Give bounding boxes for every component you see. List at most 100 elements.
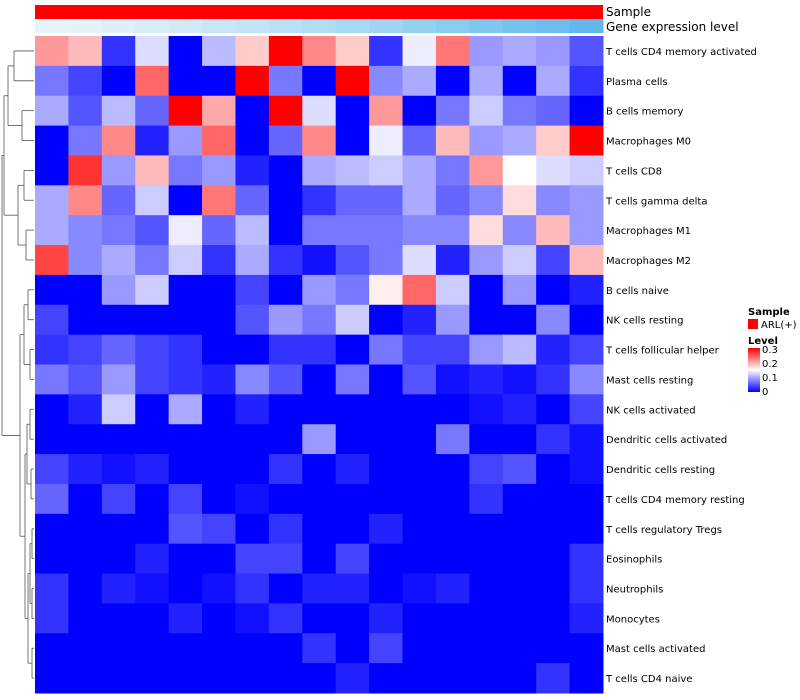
heatmap-cell xyxy=(235,543,270,575)
heatmap-cell xyxy=(502,274,537,306)
heatmap-cell xyxy=(569,155,604,186)
heatmap-cell xyxy=(235,633,270,664)
heatmap-cell xyxy=(202,454,236,485)
row-label: T cells gamma delta xyxy=(605,196,707,207)
expression-annotation-cell xyxy=(235,19,270,33)
expression-annotation-cell xyxy=(68,19,103,33)
row-labels: T cells CD4 memory activated Plasma cells… xyxy=(605,47,757,685)
heatmap-cell xyxy=(536,663,571,694)
row-label: T cells CD4 naive xyxy=(605,674,692,685)
heatmap-cell xyxy=(502,633,537,664)
heatmap-cell xyxy=(135,573,170,604)
heatmap-cell xyxy=(268,603,303,634)
heatmap-cell xyxy=(469,424,504,455)
heatmap-cell xyxy=(369,454,404,485)
heatmap-cell xyxy=(335,245,370,276)
heatmap-cell xyxy=(402,185,437,216)
heatmap-cell xyxy=(35,573,69,604)
heatmap-cell xyxy=(101,125,136,156)
heatmap-cell xyxy=(569,334,604,365)
heatmap-cell xyxy=(35,424,69,455)
heatmap-cell xyxy=(502,215,537,246)
heatmap-cell xyxy=(469,603,504,634)
heatmap-cell xyxy=(202,603,236,634)
heatmap-cell xyxy=(435,483,470,515)
expression-annotation-cell xyxy=(335,19,370,33)
heatmap-cell xyxy=(469,633,504,664)
heatmap-cell xyxy=(35,663,69,694)
heatmap-cell xyxy=(502,663,537,694)
heatmap-cell xyxy=(302,155,337,186)
legend-tick-0.3: 0.3 xyxy=(762,345,778,356)
heatmap-cell xyxy=(402,95,437,127)
heatmap-cell xyxy=(569,603,604,634)
heatmap-cell xyxy=(268,633,303,664)
heatmap-cell xyxy=(536,633,571,664)
heatmap-cell xyxy=(469,394,504,425)
row-label: Macrophages M2 xyxy=(606,256,691,267)
heatmap-cell xyxy=(235,663,270,694)
heatmap-cell xyxy=(135,633,170,664)
heatmap-cell xyxy=(35,633,69,664)
row-label: Dendritic cells resting xyxy=(606,465,715,476)
row-label: Mast cells resting xyxy=(606,375,693,386)
heatmap-cell xyxy=(435,36,470,67)
heatmap-cell xyxy=(402,334,437,365)
heatmap-cell xyxy=(502,454,537,485)
heatmap-cell xyxy=(101,663,136,694)
annotation-label-sample: Sample xyxy=(606,5,651,19)
heatmap-cell xyxy=(35,483,69,515)
heatmap-cell xyxy=(68,155,103,186)
heatmap-cell xyxy=(302,95,337,127)
legend-tick-0.1: 0.1 xyxy=(762,373,778,384)
heatmap-cell xyxy=(68,394,103,425)
heatmap-cell xyxy=(302,513,337,545)
heatmap-cell xyxy=(435,245,470,276)
heatmap-cell xyxy=(536,65,571,97)
heatmap-cell xyxy=(268,155,303,186)
row-label: Neutrophils xyxy=(606,584,663,595)
heatmap-cell xyxy=(268,245,303,276)
heatmap-cell xyxy=(402,573,437,604)
row-label: Plasma cells xyxy=(606,77,668,88)
heatmap-cell xyxy=(35,364,69,395)
heatmap-cell xyxy=(469,65,504,97)
heatmap-cell xyxy=(502,573,537,604)
heatmap-cell xyxy=(68,633,103,664)
heatmap-cell xyxy=(302,215,337,246)
heatmap-cell xyxy=(135,95,170,127)
heatmap-cell xyxy=(135,543,170,575)
row-label: B cells memory xyxy=(606,107,683,118)
heatmap-cell xyxy=(369,573,404,604)
heatmap-cell xyxy=(135,155,170,186)
heatmap-cell xyxy=(369,304,404,336)
heatmap-cell xyxy=(302,274,337,306)
heatmap-cell xyxy=(35,394,69,425)
heatmap-cell xyxy=(402,603,437,634)
heatmap-cell xyxy=(469,543,504,575)
row-label: B cells naive xyxy=(606,286,669,297)
heatmap-cell xyxy=(536,543,571,575)
heatmap-cell xyxy=(202,483,236,515)
heatmap-cell xyxy=(569,304,604,336)
heatmap-cell xyxy=(101,36,136,67)
expression-annotation-cell xyxy=(402,19,437,33)
heatmap-cell xyxy=(569,245,604,276)
row-label: T cells CD8 xyxy=(605,166,662,177)
heatmap-cell xyxy=(202,543,236,575)
heatmap-cell xyxy=(469,513,504,545)
heatmap-cell xyxy=(35,543,69,575)
heatmap-cell xyxy=(536,245,571,276)
heatmap-cell xyxy=(168,454,203,485)
heatmap-cell xyxy=(569,65,604,97)
heatmap-cell xyxy=(35,36,69,67)
heatmap-cell xyxy=(101,185,136,216)
heatmap-cell xyxy=(335,424,370,455)
heatmap-cell xyxy=(302,36,337,67)
row-label: Mast cells activated xyxy=(606,644,705,655)
heatmap-cell xyxy=(402,215,437,246)
heatmap-cell xyxy=(168,245,203,276)
heatmap-cell xyxy=(569,274,604,306)
heatmap-cell xyxy=(35,454,69,485)
